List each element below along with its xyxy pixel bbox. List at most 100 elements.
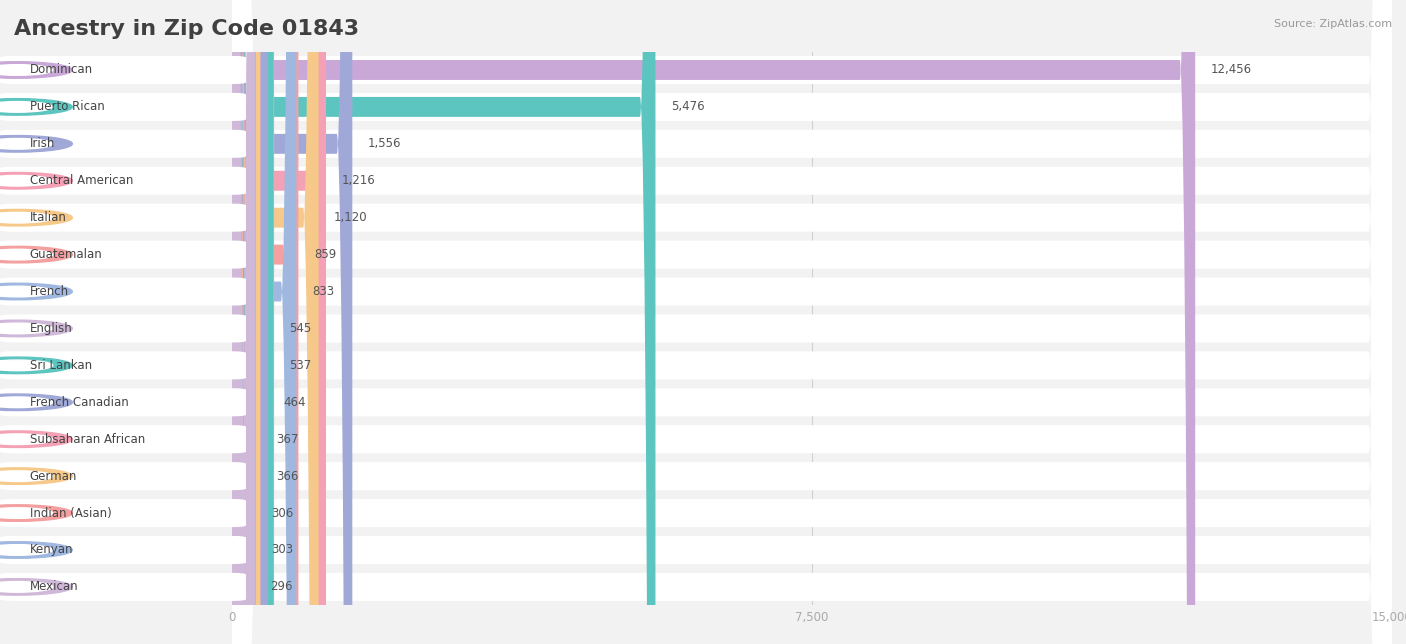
Circle shape — [0, 323, 52, 334]
Circle shape — [0, 582, 52, 592]
FancyBboxPatch shape — [232, 0, 1392, 644]
Circle shape — [0, 468, 72, 484]
Circle shape — [0, 175, 52, 186]
FancyBboxPatch shape — [0, 314, 246, 343]
FancyBboxPatch shape — [232, 0, 274, 644]
Circle shape — [0, 138, 52, 149]
FancyBboxPatch shape — [232, 0, 1392, 644]
FancyBboxPatch shape — [232, 0, 1392, 644]
Circle shape — [0, 397, 52, 408]
FancyBboxPatch shape — [232, 0, 260, 644]
FancyBboxPatch shape — [232, 0, 274, 644]
FancyBboxPatch shape — [0, 462, 246, 490]
Circle shape — [0, 434, 52, 444]
Text: Indian (Asian): Indian (Asian) — [30, 507, 111, 520]
Text: Ancestry in Zip Code 01843: Ancestry in Zip Code 01843 — [14, 19, 359, 39]
Text: Puerto Rican: Puerto Rican — [30, 100, 104, 113]
Circle shape — [0, 135, 72, 152]
FancyBboxPatch shape — [232, 0, 326, 644]
Text: Source: ZipAtlas.com: Source: ZipAtlas.com — [1274, 19, 1392, 30]
Text: Sri Lankan: Sri Lankan — [30, 359, 91, 372]
FancyBboxPatch shape — [232, 0, 1392, 644]
FancyBboxPatch shape — [232, 0, 254, 644]
FancyBboxPatch shape — [232, 0, 1392, 644]
FancyBboxPatch shape — [232, 0, 260, 644]
FancyBboxPatch shape — [232, 0, 1392, 644]
Circle shape — [0, 542, 72, 558]
FancyBboxPatch shape — [0, 499, 246, 527]
Circle shape — [0, 286, 52, 297]
FancyBboxPatch shape — [0, 167, 246, 194]
Text: 1,216: 1,216 — [342, 175, 375, 187]
FancyBboxPatch shape — [0, 573, 246, 601]
Text: Italian: Italian — [30, 211, 66, 224]
FancyBboxPatch shape — [0, 56, 246, 84]
FancyBboxPatch shape — [232, 0, 1392, 644]
Text: French Canadian: French Canadian — [30, 396, 128, 409]
FancyBboxPatch shape — [232, 0, 1392, 644]
FancyBboxPatch shape — [232, 0, 1195, 644]
Text: 464: 464 — [284, 396, 307, 409]
Text: 545: 545 — [290, 322, 312, 335]
FancyBboxPatch shape — [232, 0, 1392, 644]
Circle shape — [0, 283, 72, 300]
FancyBboxPatch shape — [0, 241, 246, 269]
Circle shape — [0, 209, 72, 226]
FancyBboxPatch shape — [232, 0, 256, 644]
Text: Central American: Central American — [30, 175, 134, 187]
Text: 537: 537 — [290, 359, 311, 372]
FancyBboxPatch shape — [232, 0, 353, 644]
Text: French: French — [30, 285, 69, 298]
FancyBboxPatch shape — [232, 0, 297, 644]
FancyBboxPatch shape — [0, 388, 246, 416]
Circle shape — [0, 64, 52, 75]
FancyBboxPatch shape — [232, 0, 269, 644]
Text: 12,456: 12,456 — [1211, 64, 1251, 77]
FancyBboxPatch shape — [232, 0, 1392, 644]
FancyBboxPatch shape — [0, 536, 246, 564]
Circle shape — [0, 102, 52, 112]
FancyBboxPatch shape — [232, 0, 319, 644]
Text: Kenyan: Kenyan — [30, 544, 73, 556]
FancyBboxPatch shape — [232, 0, 1392, 644]
FancyBboxPatch shape — [0, 352, 246, 379]
FancyBboxPatch shape — [232, 0, 298, 644]
Circle shape — [0, 173, 72, 189]
FancyBboxPatch shape — [0, 425, 246, 453]
Text: 1,556: 1,556 — [368, 137, 401, 150]
FancyBboxPatch shape — [232, 0, 1392, 644]
Circle shape — [0, 246, 72, 263]
Text: Mexican: Mexican — [30, 580, 79, 593]
Circle shape — [0, 507, 52, 518]
Circle shape — [0, 360, 52, 371]
Circle shape — [0, 99, 72, 115]
Text: 306: 306 — [271, 507, 294, 520]
Circle shape — [0, 394, 72, 411]
FancyBboxPatch shape — [232, 0, 1392, 644]
Text: Guatemalan: Guatemalan — [30, 248, 103, 261]
FancyBboxPatch shape — [232, 0, 256, 644]
Text: 366: 366 — [276, 469, 298, 482]
Circle shape — [0, 249, 52, 260]
Circle shape — [0, 545, 52, 555]
Circle shape — [0, 320, 72, 337]
Text: 367: 367 — [276, 433, 298, 446]
FancyBboxPatch shape — [232, 0, 655, 644]
Circle shape — [0, 213, 52, 223]
Circle shape — [0, 62, 72, 79]
Text: 1,120: 1,120 — [335, 211, 368, 224]
FancyBboxPatch shape — [232, 0, 1392, 644]
Text: 303: 303 — [271, 544, 292, 556]
Text: 833: 833 — [312, 285, 335, 298]
Text: 859: 859 — [314, 248, 336, 261]
Circle shape — [0, 431, 72, 448]
Text: Irish: Irish — [30, 137, 55, 150]
FancyBboxPatch shape — [0, 204, 246, 232]
Text: English: English — [30, 322, 72, 335]
Text: 5,476: 5,476 — [671, 100, 704, 113]
Circle shape — [0, 578, 72, 595]
Circle shape — [0, 471, 52, 482]
Text: 296: 296 — [270, 580, 292, 593]
FancyBboxPatch shape — [0, 93, 246, 121]
FancyBboxPatch shape — [0, 130, 246, 158]
